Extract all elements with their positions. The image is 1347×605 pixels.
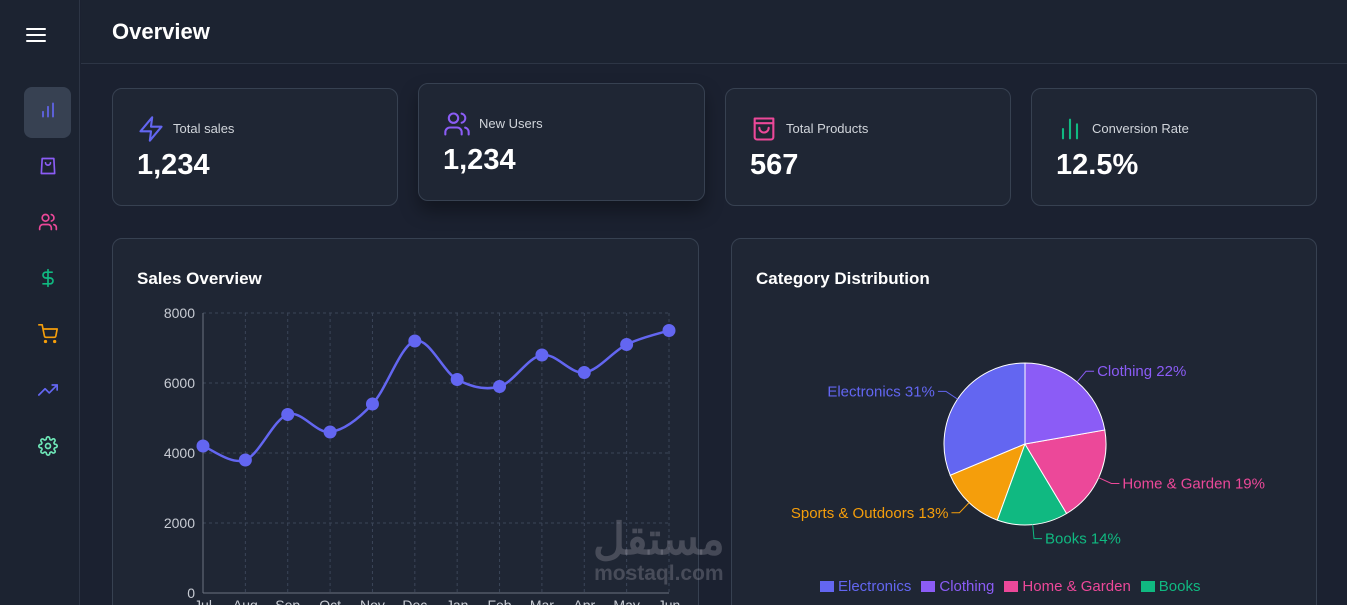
stat-value: 1,234	[137, 149, 210, 181]
sidebar-item-products[interactable]	[24, 143, 71, 194]
legend-item[interactable]: Electronics	[820, 578, 911, 595]
x-tick-label: Jan	[446, 597, 469, 605]
bar-chart-icon	[38, 100, 58, 125]
watermark-latin: mostaql.com	[594, 562, 724, 585]
stat-label: Total sales	[173, 121, 235, 136]
sidebar-item-sales[interactable]	[24, 255, 71, 306]
pie-label-leader	[951, 502, 970, 514]
dollar-icon	[38, 268, 58, 293]
y-tick-label: 6000	[164, 375, 195, 391]
users-icon	[443, 110, 471, 138]
pie-label-leader	[937, 390, 958, 400]
category-pie-chart: Electronics 31% Sports & Outdoors 13% Book…	[791, 362, 1265, 548]
stat-value: 567	[750, 149, 799, 181]
shopping-bag-icon	[750, 115, 778, 143]
data-point	[535, 348, 549, 362]
pie-label: Sports & Outdoors 13%	[791, 505, 949, 522]
y-tick-label: 8000	[164, 305, 195, 321]
legend-item[interactable]: Books	[1140, 578, 1201, 595]
x-tick-label: Oct	[319, 597, 341, 605]
stat-card-conversion-rate: Conversion Rate 12.5%	[1031, 88, 1317, 206]
header: Overview	[81, 0, 1347, 64]
data-point	[493, 380, 507, 393]
legend-swatch	[921, 581, 936, 592]
x-tick-label: Aug	[233, 597, 258, 605]
pie-label: Clothing 22%	[1097, 363, 1186, 380]
pie-slice	[949, 443, 1026, 521]
shopping-cart-icon	[37, 324, 58, 349]
legend-label: Clothing	[939, 578, 995, 595]
series-line	[202, 329, 670, 463]
legend-swatch	[1140, 581, 1155, 592]
legend-label: Home & Garden	[1022, 578, 1131, 595]
x-tick-label: Dec	[402, 597, 427, 605]
x-tick-label: Feb	[487, 597, 511, 605]
trending-up-icon	[37, 380, 58, 405]
page-title: Overview	[112, 19, 210, 44]
users-icon	[38, 212, 58, 237]
menu-icon[interactable]	[26, 27, 46, 43]
sales-line-chart: 0 2000 4000 6000 8000 Jul Aug Sep Oct Nov Dec Jan Fe…	[164, 305, 681, 605]
settings-icon	[37, 436, 58, 461]
data-point	[577, 366, 591, 379]
stat-card-new-users: New Users 1,234	[418, 83, 705, 201]
data-point	[408, 334, 422, 348]
data-point	[196, 439, 210, 453]
legend-swatch	[1004, 581, 1019, 592]
pie-slice	[1024, 362, 1106, 445]
pie-label-leader	[1098, 477, 1120, 484]
x-tick-label: May	[613, 597, 639, 605]
pie-label-leader	[1076, 370, 1095, 383]
y-tick-label: 2000	[164, 515, 195, 531]
stat-value: 1,234	[443, 144, 516, 176]
data-point	[323, 425, 337, 439]
stat-card-total-products: Total Products 567	[725, 88, 1011, 206]
category-distribution-panel: Category Distribution Electronics 31% Spo…	[731, 238, 1317, 605]
sidebar	[0, 0, 80, 605]
stat-label: Conversion Rate	[1092, 121, 1189, 136]
y-tick-label: 4000	[164, 445, 195, 461]
pie-label: Books 14%	[1045, 531, 1121, 548]
legend-label: Electronics	[838, 578, 912, 595]
x-tick-label: Apr	[573, 597, 595, 605]
data-point	[365, 397, 379, 411]
zap-icon	[137, 115, 165, 143]
legend-label: Books	[1158, 578, 1201, 595]
data-point	[450, 373, 464, 386]
x-tick-label: Jul	[194, 597, 212, 605]
pie-label-leader	[1032, 524, 1043, 540]
pie-label: Home & Garden 19%	[1122, 475, 1265, 492]
bar-chart-icon	[1056, 115, 1084, 143]
pie-label: Electronics 31%	[827, 383, 935, 400]
data-point	[662, 324, 676, 337]
stat-value: 12.5%	[1056, 149, 1139, 181]
data-point	[620, 338, 634, 351]
stat-label: New Users	[479, 116, 543, 131]
sidebar-item-settings[interactable]	[24, 423, 71, 474]
y-tick-label: 0	[187, 585, 195, 601]
legend-swatch	[820, 581, 834, 592]
watermark: مستقل mostaql.com	[593, 518, 725, 586]
stat-card-total-sales: Total sales 1,234	[112, 88, 398, 206]
sidebar-item-orders[interactable]	[24, 311, 71, 362]
legend-item[interactable]: Home & Garden	[1004, 578, 1131, 595]
panel-title: Sales Overview	[137, 269, 262, 288]
sidebar-item-analytics[interactable]	[24, 367, 71, 418]
data-point	[238, 453, 252, 467]
x-tick-label: Nov	[360, 597, 385, 605]
data-point	[281, 408, 295, 421]
legend-item[interactable]: Clothing	[921, 578, 994, 595]
x-tick-label: Sep	[275, 597, 300, 605]
panel-title: Category Distribution	[756, 269, 930, 288]
watermark-arabic: مستقل	[593, 515, 725, 564]
x-tick-label: Mar	[530, 597, 554, 605]
sales-overview-panel: Sales Overview 0 2000 4000 6000 8000 Jul Aug Se…	[112, 238, 699, 605]
sidebar-item-overview[interactable]	[24, 87, 71, 138]
chart-legend: Electronics Clothing Home & Garden Books	[820, 578, 1201, 595]
sidebar-item-users[interactable]	[24, 199, 71, 250]
x-tick-label: Jun	[658, 597, 681, 605]
stat-label: Total Products	[786, 121, 869, 136]
shopping-bag-icon	[38, 156, 58, 181]
